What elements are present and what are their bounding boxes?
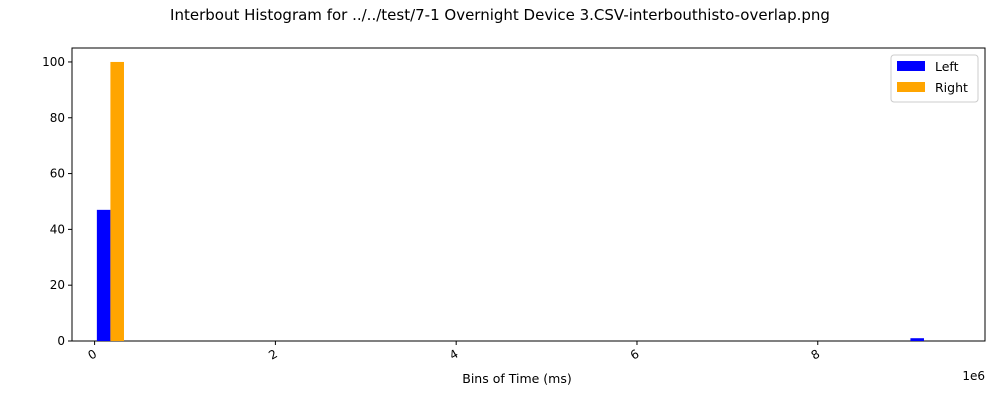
plot-frame bbox=[71, 47, 986, 342]
y-tick-label: 0 bbox=[57, 334, 65, 348]
y-tick-label: 80 bbox=[50, 111, 65, 125]
bar-left-1 bbox=[910, 338, 924, 341]
legend-swatch-right bbox=[897, 82, 925, 92]
y-ticks: 0 20 40 60 80 100 bbox=[42, 55, 72, 348]
bars-layer bbox=[96, 61, 924, 341]
x-ticks: 0 2 4 6 8 bbox=[85, 341, 822, 363]
legend-label-right: Right bbox=[935, 80, 968, 95]
x-tick-label: 2 bbox=[266, 347, 280, 363]
legend-label-left: Left bbox=[935, 59, 959, 74]
x-tick-label: 6 bbox=[628, 347, 642, 363]
y-tick-label: 20 bbox=[50, 278, 65, 292]
legend-swatch-left bbox=[897, 61, 925, 71]
x-tick-label: 8 bbox=[809, 347, 823, 363]
x-tick-label: 4 bbox=[447, 347, 461, 363]
y-tick-label: 60 bbox=[50, 167, 65, 181]
y-tick-label: 100 bbox=[42, 55, 65, 69]
x-tick-label: 0 bbox=[85, 347, 99, 363]
chart-title: Interbout Histogram for ../../test/7-1 O… bbox=[170, 6, 830, 24]
x-axis-offset-label: 1e6 bbox=[962, 369, 985, 383]
bar-right-0 bbox=[110, 61, 124, 341]
y-tick-label: 40 bbox=[50, 222, 65, 236]
x-axis-label: Bins of Time (ms) bbox=[462, 371, 572, 386]
legend: Left Right bbox=[890, 54, 979, 103]
bar-left-0 bbox=[96, 209, 111, 341]
